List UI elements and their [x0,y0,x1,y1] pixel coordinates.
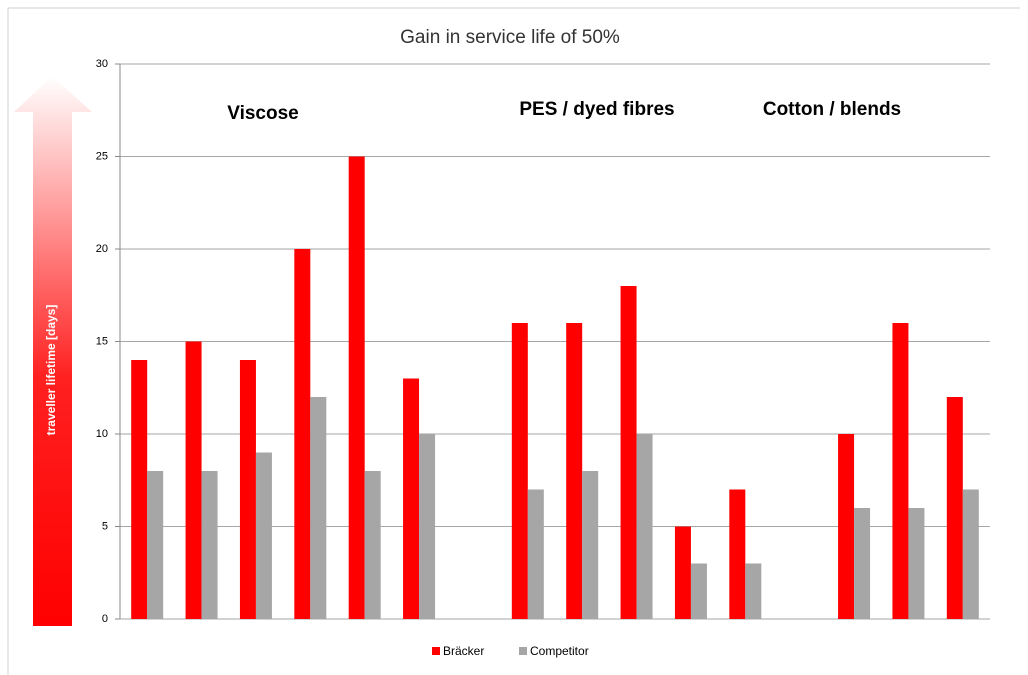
bar [582,471,599,619]
y-tick-label: 0 [102,613,108,625]
bar [310,397,327,619]
chart-title: Gain in service life of 50% [400,27,620,48]
bar [962,489,979,619]
bar [527,489,544,619]
bar [838,434,855,619]
y-tick-label: 30 [96,58,108,70]
y-arrow [14,76,92,626]
bar [185,341,202,619]
bar [419,434,436,619]
group-label: Cotton / blends [763,99,901,120]
y-tick-label: 20 [96,243,108,255]
bar [147,471,164,619]
legend-label: Bräcker [443,644,484,658]
bar [674,526,691,619]
bar [364,471,381,619]
bar [131,360,148,619]
bar [255,452,272,619]
bar [620,286,637,619]
y-tick-label: 10 [96,428,108,440]
bar [636,434,653,619]
bar [745,563,762,619]
bar [854,508,871,619]
legend-swatch [432,647,440,655]
bar [566,323,583,619]
bar [201,471,218,619]
y-tick-label: 15 [96,335,108,347]
bar [729,489,746,619]
bar [908,508,925,619]
bar [403,378,420,619]
y-tick-label: 25 [96,150,108,162]
group-label: PES / dyed fibres [519,99,674,120]
bar [294,249,311,619]
legend-label: Competitor [530,644,589,658]
bar [946,397,963,619]
bar [690,563,707,619]
group-label: Viscose [227,103,298,124]
bar [892,323,909,619]
y-tick-label: 5 [102,520,108,532]
bar [239,360,256,619]
bar [348,156,365,619]
legend-swatch [519,647,527,655]
y-axis-label: traveller lifetime [days] [44,305,58,436]
bar [511,323,528,619]
